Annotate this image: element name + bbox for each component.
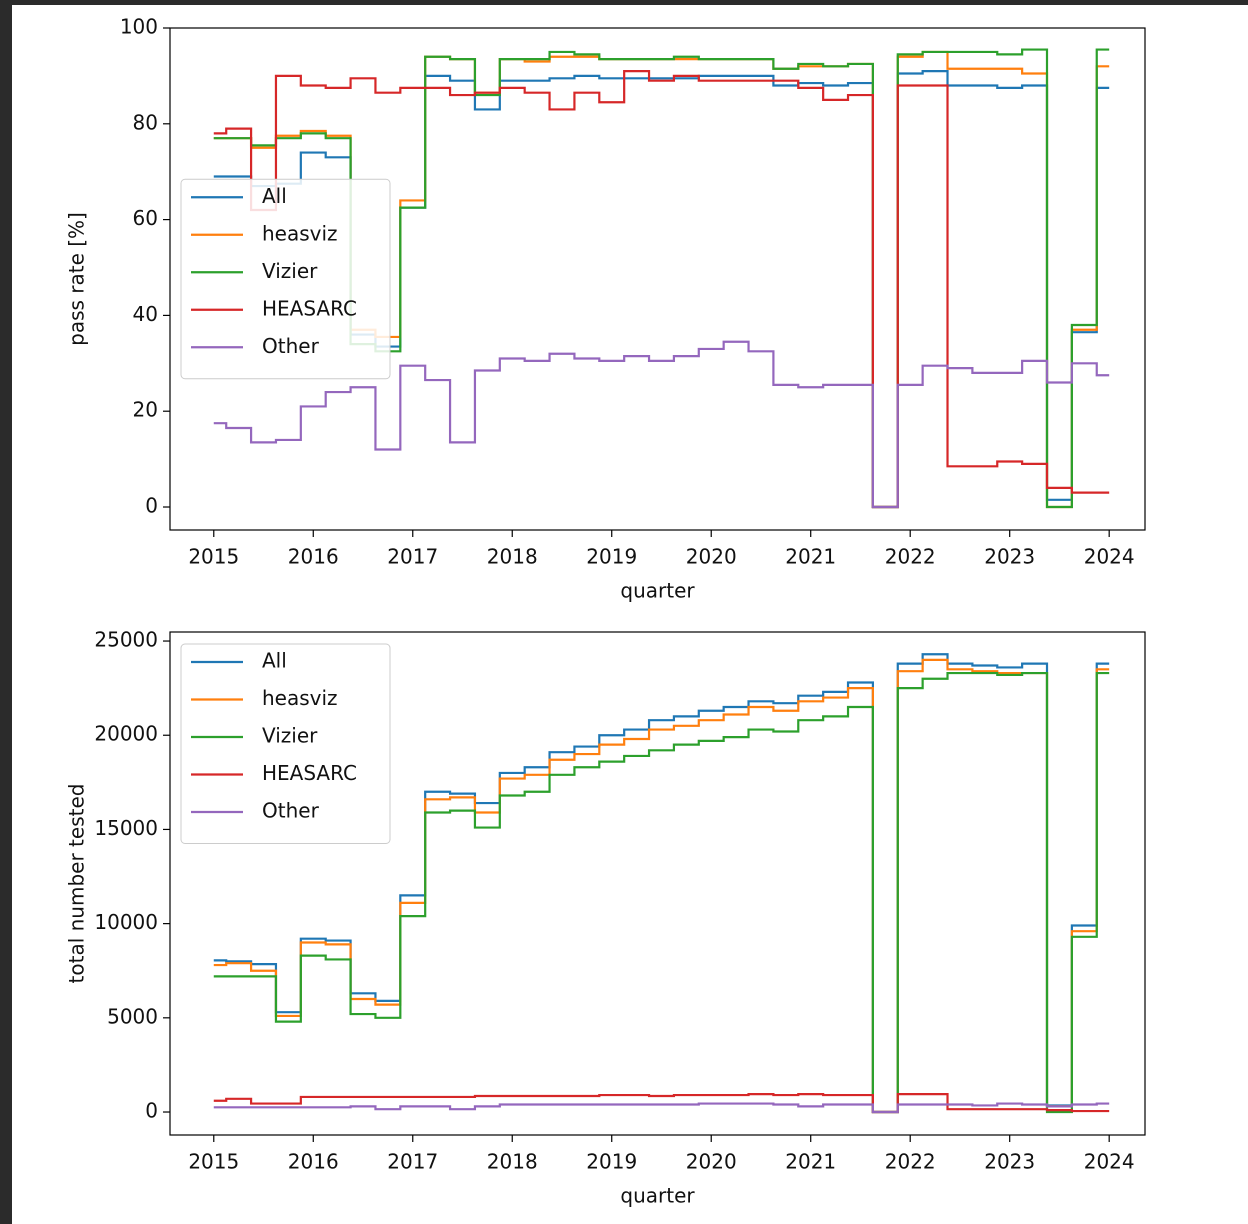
x-tick-label: 2019	[586, 545, 637, 569]
legend-label: Vizier	[262, 724, 318, 748]
series-line	[213, 340, 1110, 509]
x-tick-label: 2023	[984, 545, 1035, 569]
x-tick-label: 2021	[785, 545, 836, 569]
y-tick-label: 5000	[107, 1004, 158, 1028]
x-tick-label: 2018	[487, 545, 538, 569]
legend-label: HEASARC	[262, 296, 357, 320]
x-axis-label: quarter	[620, 579, 695, 603]
x-tick-label: 2018	[487, 1150, 538, 1174]
legend: All heasviz Vizier HEASARC Other	[180, 178, 391, 380]
y-tick-label: 0	[145, 494, 158, 518]
x-tick-label: 2017	[387, 1150, 438, 1174]
series-line	[213, 1093, 1110, 1114]
y-tick-label: 100	[120, 15, 158, 39]
x-tick-label: 2015	[188, 1150, 239, 1174]
series-line	[213, 671, 1110, 1114]
x-tick-label: 2024	[1084, 1150, 1135, 1174]
x-tick-label: 2017	[387, 545, 438, 569]
legend-label: Vizier	[262, 259, 318, 283]
y-tick-label: 60	[133, 206, 158, 230]
axes-frame	[169, 27, 1146, 531]
legend-label: HEASARC	[262, 761, 357, 785]
y-tick-label: 15000	[94, 816, 158, 840]
legend-box	[180, 178, 391, 380]
x-tick-label: 2015	[188, 545, 239, 569]
y-tick-label: 40	[133, 302, 158, 326]
y-tick-label: 25000	[94, 628, 158, 652]
legend-label: heasviz	[262, 686, 338, 710]
axes-frame	[169, 631, 1146, 1136]
x-tick-label: 2016	[288, 1150, 339, 1174]
plot-area: 0 5000 10000 15000 20000 25000 2015 2016 2017 201…	[65, 628, 1146, 1208]
x-tick-label: 2019	[586, 1150, 637, 1174]
y-tick-label: 10000	[94, 910, 158, 934]
legend-box	[180, 643, 391, 844]
x-tick-label: 2020	[686, 545, 737, 569]
y-tick-label: 80	[133, 110, 158, 134]
y-axis-label: total number tested	[65, 784, 89, 984]
x-tick-label: 2022	[885, 1150, 936, 1174]
legend-label: Other	[262, 799, 320, 823]
x-tick-label: 2020	[686, 1150, 737, 1174]
y-tick-label: 20000	[94, 722, 158, 746]
y-tick-label: 20	[133, 398, 158, 422]
legend-label: All	[262, 184, 287, 208]
x-tick-label: 2024	[1084, 545, 1135, 569]
legend-label: Other	[262, 334, 320, 358]
y-tick-label: 0	[145, 1099, 158, 1123]
legend-label: All	[262, 649, 287, 673]
plot-area: 0 20 40 60 80 100 2015 2016 2017 2018 2019 2020 2021…	[65, 15, 1146, 603]
series-line	[213, 70, 1110, 509]
series-line	[213, 1102, 1110, 1114]
series-line	[213, 653, 1110, 1114]
x-axis-label: quarter	[620, 1184, 695, 1208]
legend-label: heasviz	[262, 221, 338, 245]
y-axis-label: pass rate [%]	[65, 212, 89, 346]
x-tick-label: 2016	[288, 545, 339, 569]
x-tick-label: 2023	[984, 1150, 1035, 1174]
x-tick-label: 2022	[885, 545, 936, 569]
legend: All heasviz Vizier HEASARC Other	[180, 643, 391, 844]
x-tick-label: 2021	[785, 1150, 836, 1174]
